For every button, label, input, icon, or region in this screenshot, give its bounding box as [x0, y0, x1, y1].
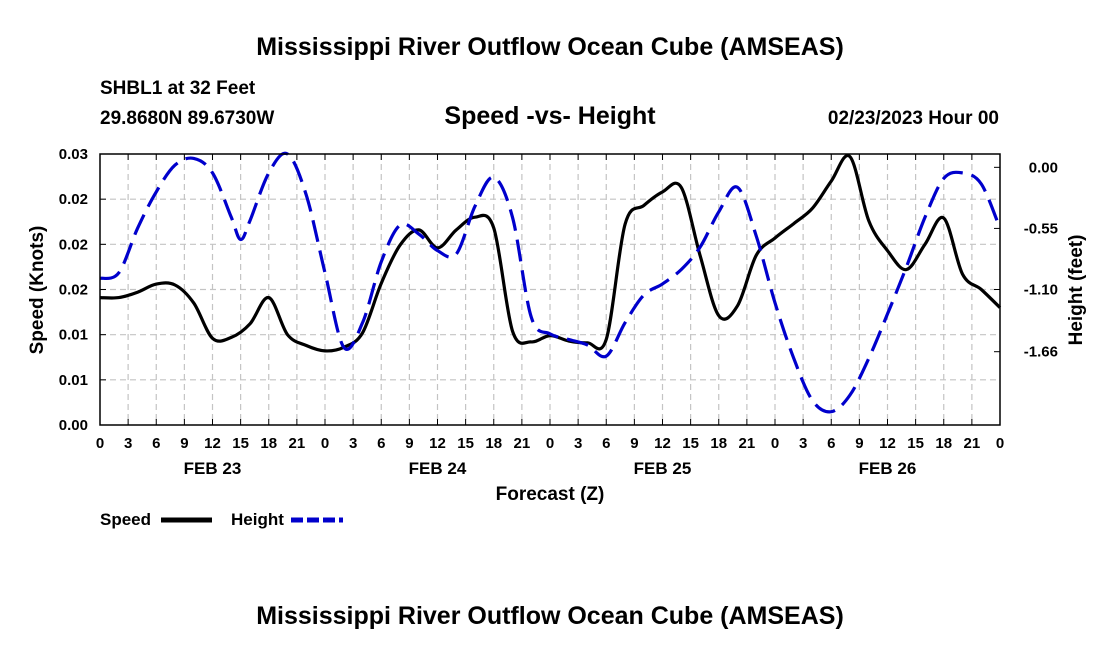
x-tick-label: 3	[349, 435, 357, 452]
day-label: FEB 25	[634, 459, 692, 478]
day-label: FEB 23	[184, 459, 242, 478]
x-tick-label: 0	[771, 435, 779, 452]
series-line-height	[99, 151, 1002, 414]
legend-speed-label: Speed	[100, 510, 151, 529]
y-axis-left-label: Speed (Knots)	[27, 226, 48, 355]
x-tick-label: 0	[321, 435, 329, 452]
x-tick-label: 9	[405, 435, 413, 452]
x-tick-label: 9	[630, 435, 638, 452]
x-axis-label: Forecast (Z)	[496, 484, 605, 505]
series-layer	[99, 151, 1002, 414]
y-left-tick-label: 0.03	[59, 146, 88, 163]
x-tick-label: 0	[96, 435, 104, 452]
x-tick-label: 21	[289, 435, 306, 452]
y-left-tick-label: 0.01	[59, 372, 88, 389]
x-tick-label: 21	[964, 435, 981, 452]
x-tick-label: 12	[204, 435, 221, 452]
x-tick-label: 18	[260, 435, 277, 452]
datetime-label: 02/23/2023 Hour 00	[828, 108, 999, 129]
x-tick-label: 15	[907, 435, 924, 452]
y-left-tick-label: 0.00	[59, 417, 88, 434]
x-tick-label: 3	[574, 435, 582, 452]
day-label: FEB 26	[859, 459, 917, 478]
x-tick-label: 0	[996, 435, 1004, 452]
chart-subtitle: Speed -vs- Height	[444, 102, 656, 130]
y-left-tick-label: 0.02	[59, 191, 88, 208]
footer-title: Mississippi River Outflow Ocean Cube (AM…	[256, 602, 844, 630]
x-tick-label: 6	[602, 435, 610, 452]
chart-title: Mississippi River Outflow Ocean Cube (AM…	[256, 33, 844, 61]
axis-layer: 0 3 6 9 12 15 18 21 0 3 6 9 12 15 18 21 0 3 6 9 12 15 18 21 0 3 6 9…	[59, 146, 1058, 478]
y-left-tick-label: 0.02	[59, 236, 88, 253]
x-tick-label: 15	[682, 435, 699, 452]
legend: Speed Height	[100, 510, 343, 529]
x-tick-label: 18	[710, 435, 727, 452]
x-tick-label: 18	[935, 435, 952, 452]
y-right-tick-label: -1.66	[1024, 344, 1058, 361]
x-tick-label: 15	[232, 435, 249, 452]
location-label: 29.8680N 89.6730W	[100, 108, 274, 129]
legend-height-label: Height	[231, 510, 284, 529]
x-tick-label: 15	[457, 435, 474, 452]
x-tick-label: 3	[799, 435, 807, 452]
grid-layer	[100, 154, 1000, 425]
x-tick-label: 3	[124, 435, 132, 452]
x-tick-label: 6	[377, 435, 385, 452]
y-axis-right-label: Height (feet)	[1066, 235, 1087, 346]
y-right-tick-label: 0.00	[1029, 159, 1058, 176]
x-tick-label: 12	[654, 435, 671, 452]
y-left-tick-label: 0.02	[59, 282, 88, 299]
x-tick-label: 18	[485, 435, 502, 452]
x-tick-label: 9	[855, 435, 863, 452]
y-right-tick-label: -0.55	[1024, 220, 1058, 237]
x-tick-label: 21	[739, 435, 756, 452]
x-tick-label: 21	[514, 435, 531, 452]
x-tick-label: 6	[827, 435, 835, 452]
x-tick-label: 12	[879, 435, 896, 452]
y-left-tick-label: 0.01	[59, 327, 88, 344]
station-label: SHBL1 at 32 Feet	[100, 78, 256, 99]
x-tick-label: 0	[546, 435, 554, 452]
x-tick-label: 6	[152, 435, 160, 452]
day-label: FEB 24	[409, 459, 467, 478]
y-right-tick-label: -1.10	[1024, 282, 1058, 299]
x-tick-label: 12	[429, 435, 446, 452]
x-tick-label: 9	[180, 435, 188, 452]
